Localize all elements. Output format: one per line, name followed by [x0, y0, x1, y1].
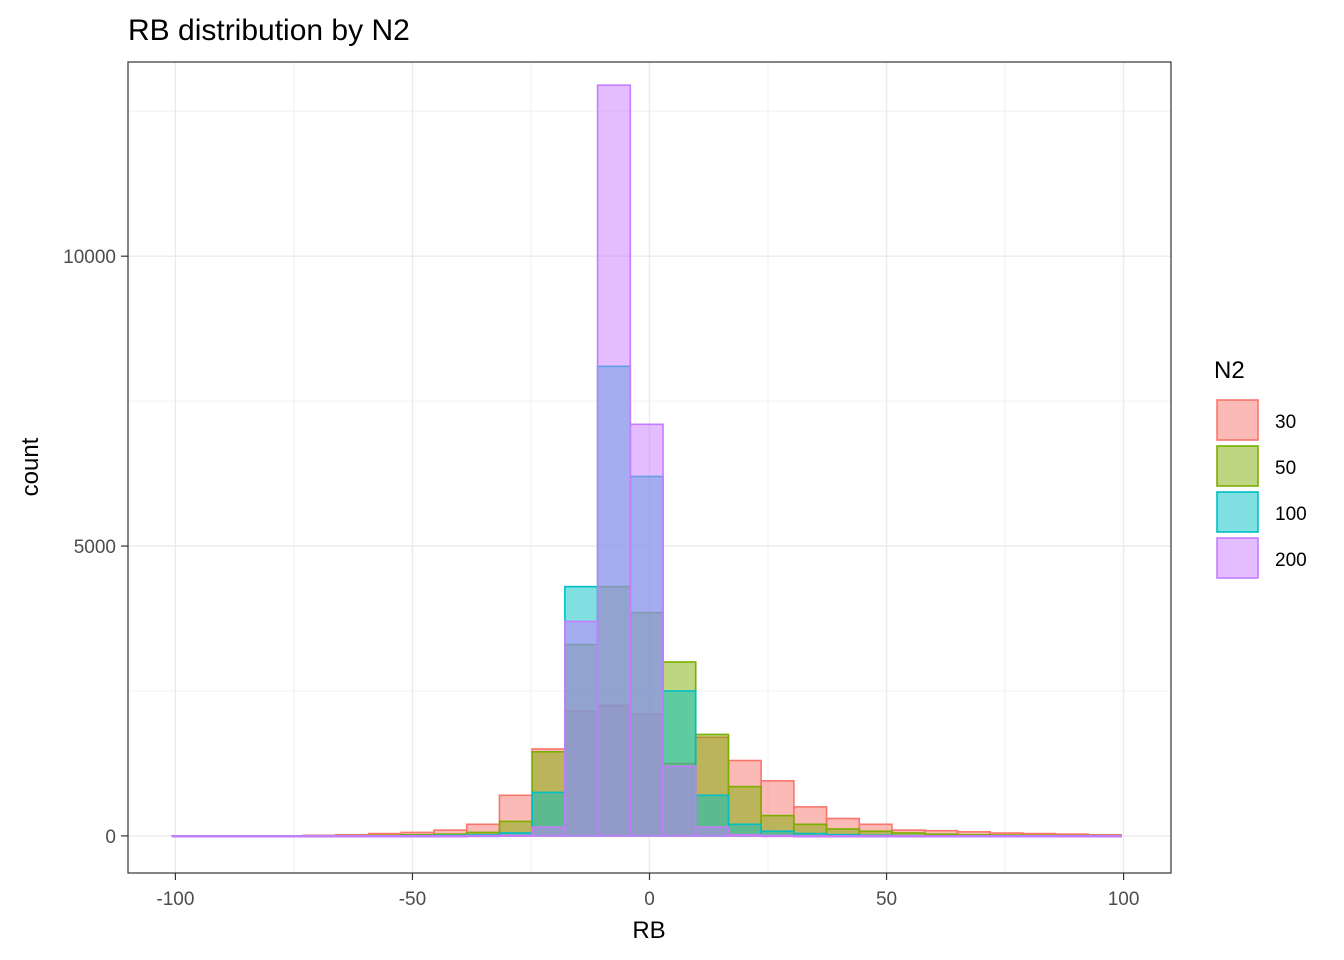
legend-label-100: 100: [1275, 504, 1307, 525]
bar-200-24: [956, 835, 991, 838]
y-tick-label: 0: [105, 827, 116, 848]
bar-200-22: [891, 835, 926, 838]
legend-key-50: [1216, 445, 1259, 487]
histogram-bars: [171, 84, 1122, 838]
legend-title: N2: [1214, 357, 1245, 384]
bar-200-19: [793, 835, 828, 838]
bar-200-27: [1054, 835, 1090, 838]
bar-200-23: [923, 835, 959, 838]
bar-200-17: [727, 833, 762, 837]
plot-panel: [127, 61, 1172, 874]
x-tick-label: 0: [644, 889, 655, 910]
bar-200-8: [433, 835, 468, 838]
legend-item-200: 200: [1216, 537, 1307, 579]
legend-item-50: 50: [1216, 445, 1296, 487]
y-axis-title: count: [17, 437, 44, 496]
bar-200-26: [1022, 835, 1057, 838]
x-axis-title: RB: [632, 917, 665, 944]
legend-key-200: [1216, 537, 1259, 579]
bar-200-2: [236, 835, 272, 838]
bar-200-0: [171, 835, 206, 838]
bar-200-7: [400, 835, 435, 838]
bar-200-25: [989, 835, 1024, 838]
series-200: [171, 84, 1122, 838]
bar-200-10: [498, 834, 533, 837]
x-axis: -100 -50 0 50 100: [156, 873, 1139, 910]
x-tick-label: 100: [1108, 889, 1140, 910]
bar-200-12: [564, 620, 599, 837]
legend-label-30: 30: [1275, 412, 1296, 433]
y-axis: 0 5000 10000: [63, 247, 128, 848]
legend-label-50: 50: [1275, 458, 1296, 479]
chart-title: RB distribution by N2: [128, 14, 410, 47]
bar-200-5: [335, 835, 370, 838]
bar-200-21: [858, 835, 893, 838]
bar-200-6: [367, 835, 403, 838]
bar-200-18: [760, 834, 795, 838]
bar-200-14: [629, 423, 664, 837]
bar-200-1: [204, 835, 239, 838]
bar-200-4: [302, 835, 337, 838]
legend: N2 30 50 100 200: [1214, 357, 1307, 579]
legend-item-30: 30: [1216, 399, 1296, 441]
bar-200-15: [662, 765, 697, 837]
legend-key-30: [1216, 399, 1259, 441]
legend-key-100: [1216, 491, 1259, 533]
y-tick-label: 5000: [74, 537, 116, 558]
bar-200-16: [694, 826, 730, 837]
bar-200-20: [825, 835, 861, 838]
x-tick-label: 50: [876, 889, 897, 910]
bar-200-11: [531, 826, 566, 837]
x-tick-label: -50: [399, 889, 426, 910]
bar-200-28: [1087, 835, 1122, 838]
bar-200-13: [596, 84, 632, 837]
x-tick-label: -100: [156, 889, 194, 910]
bar-200-3: [269, 835, 304, 838]
legend-item-100: 100: [1216, 491, 1307, 533]
legend-label-200: 200: [1275, 550, 1307, 571]
y-tick-label: 10000: [63, 247, 116, 268]
bar-200-9: [465, 834, 501, 838]
